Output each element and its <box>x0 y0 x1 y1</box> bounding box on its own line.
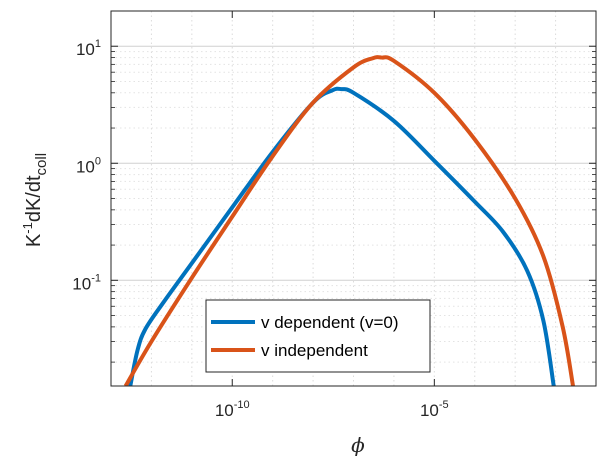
y-axis-label-sup: -1 <box>20 222 35 234</box>
y-tick-label: 101 <box>76 38 101 59</box>
legend-label-v-independent: v independent <box>261 341 368 360</box>
y-tick-labels: 10-1 100 101 <box>72 38 101 293</box>
x-tick-labels: 10-10 10-5 <box>215 399 449 420</box>
y-axis-label-sub: coll <box>33 153 50 176</box>
series-line-1 <box>123 55 575 386</box>
y-axis-label: K-1dK/dtcoll <box>20 153 50 247</box>
x-axis-label: ϕ <box>351 433 365 457</box>
y-tick-label: 100 <box>76 155 101 176</box>
x-tick-label: 10-10 <box>215 399 250 420</box>
series-layer <box>123 55 575 386</box>
legend-label-v-dependent: v dependent (v=0) <box>261 313 399 332</box>
ticks <box>111 11 596 386</box>
legend-box <box>205 299 431 373</box>
y-axis-label-base: K <box>23 233 45 247</box>
y-axis-label-mid: dK/dt <box>23 175 45 222</box>
series-line-0 <box>128 86 556 386</box>
y-tick-label: 10-1 <box>72 272 101 293</box>
x-tick-label: 10-5 <box>420 399 449 420</box>
legend: v dependent (v=0) v independent <box>205 299 431 373</box>
